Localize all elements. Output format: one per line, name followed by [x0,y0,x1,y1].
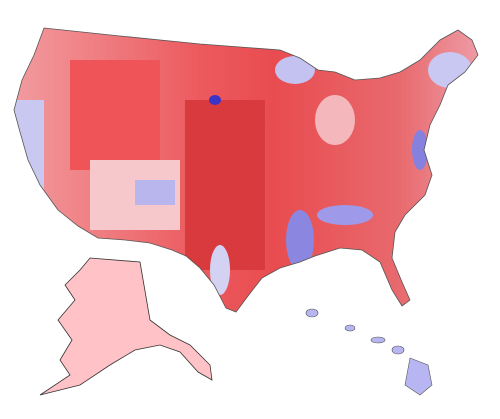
us-outline [13,27,479,313]
west-coast-region [14,100,44,220]
south-texas-blue [210,245,230,295]
northeast-blue [428,52,472,88]
delta-blue [286,210,314,270]
hawaii-island [344,324,356,332]
hawaii-island [370,336,386,344]
dark-blue-spot [209,95,221,105]
alaska [39,257,213,396]
hawaii-island [404,357,433,396]
hawaii-island [305,308,319,318]
plains-region [185,100,265,270]
hawaii-island [391,345,405,355]
blackbelt-blue [317,205,373,225]
east-blue [412,130,428,170]
southwest-blue [135,180,175,205]
north-blue [275,56,315,84]
mountain-region [70,60,160,170]
hawaii [305,308,433,396]
midwest-light [315,95,355,145]
